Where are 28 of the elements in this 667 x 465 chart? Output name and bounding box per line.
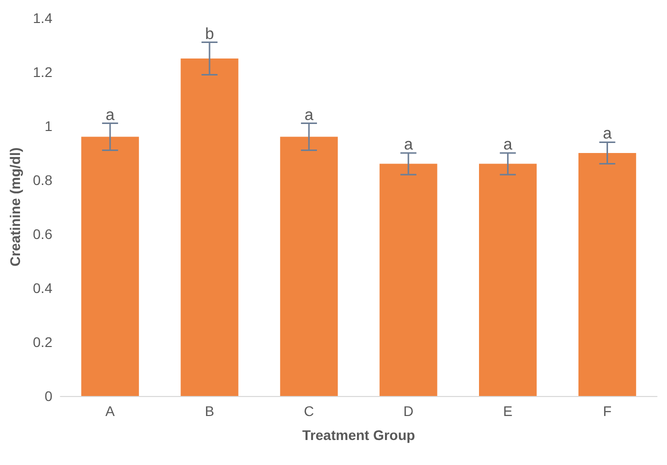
x-tick-label: F [603,403,612,419]
x-tick-label: A [105,403,116,419]
annotation: b [205,26,214,43]
y-tick-label: 1 [44,118,53,134]
y-tick-label: 0.8 [32,172,53,188]
annotation: a [404,136,413,154]
x-tick-label: B [204,403,214,419]
x-tick-label: D [403,403,414,419]
y-tick-label: 0.4 [32,280,53,296]
y-axis-title: Creatinine (mg/dl) [7,147,23,267]
bar [280,136,338,396]
y-tick-label: 0.6 [32,226,53,242]
annotation: a [304,106,314,124]
bar [380,164,438,396]
y-tick-label: 1.2 [32,64,53,80]
y-tick-label: 0 [44,388,53,404]
annotation: a [602,126,612,143]
x-axis-title: Treatment Group [302,427,416,443]
y-tick-label: 0.2 [32,334,53,350]
bar [180,58,238,396]
annotation: a [106,106,115,124]
annotation: a [503,136,512,154]
bar [578,153,636,396]
bar [81,136,139,396]
bar [479,164,537,396]
y-tick-label: 1.4 [32,10,53,26]
x-tick-label: C [304,403,314,419]
x-tick-label: E [503,403,513,419]
